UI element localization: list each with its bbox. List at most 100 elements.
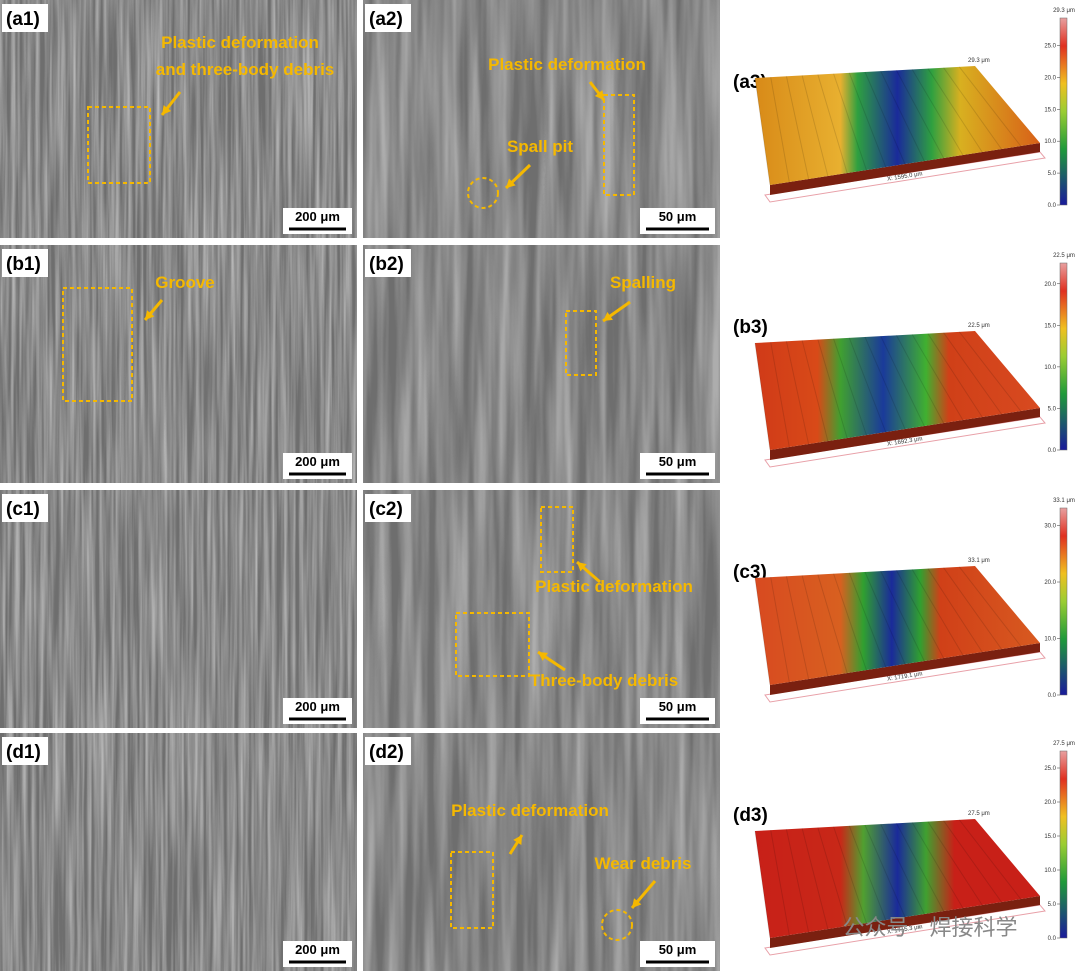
surface-streak xyxy=(801,828,829,930)
surface-streak xyxy=(754,342,771,451)
surface-streak xyxy=(927,821,983,906)
colorbar-tick-label: 15.0 xyxy=(1044,834,1056,840)
surface-streak xyxy=(848,572,887,668)
surface-streak xyxy=(927,568,983,653)
surface-front xyxy=(770,896,1040,948)
surface-front xyxy=(770,408,1040,460)
colorbar-tick-label: 10.0 xyxy=(1044,365,1056,371)
x-axis-label: X: 1692.3 μm xyxy=(887,436,923,448)
annotation-box xyxy=(603,94,635,196)
surface-streak xyxy=(943,820,1002,903)
surface-streak xyxy=(895,570,945,659)
sem-image: (c1) 200 μm xyxy=(0,490,357,728)
surface-streak xyxy=(801,575,829,677)
annotation: Plastic deformation xyxy=(451,801,609,820)
colorbar-max-label: 29.3 μm xyxy=(1053,8,1075,14)
colorbar-tick-label: 20.0 xyxy=(1044,282,1056,288)
annotation: Spall pit xyxy=(507,137,573,156)
colorbar-tick-label: 5.0 xyxy=(1048,406,1057,412)
surface-streak xyxy=(880,335,925,427)
surface-streak xyxy=(911,334,964,421)
sem-image: (d2) 50 μm Plastic deformation Wear debris xyxy=(363,733,720,971)
surface-streak xyxy=(770,77,790,183)
scale-bar-label: 200 μm xyxy=(295,699,340,714)
sem-image: (a2) 50 μm Plastic deformation Spall pit xyxy=(363,0,720,238)
surface-streak xyxy=(833,338,867,436)
label-box xyxy=(2,737,48,765)
label-box xyxy=(365,249,411,277)
label-box xyxy=(365,494,411,522)
surface-streak xyxy=(943,567,1002,650)
sem-texture xyxy=(0,0,357,238)
arrow-head xyxy=(577,562,587,572)
colorbar-tick-label: 25.0 xyxy=(1044,766,1056,772)
surface-streak xyxy=(864,71,906,165)
surface-streak xyxy=(833,573,867,671)
sem-texture xyxy=(363,0,720,238)
surface-streak xyxy=(927,333,983,418)
surface-streak xyxy=(817,339,848,439)
label-box xyxy=(365,737,411,765)
surface-streak xyxy=(911,569,964,656)
surface-streak xyxy=(785,829,810,933)
annotation: Plastic deformation xyxy=(161,33,319,52)
panel-label: (a2) xyxy=(369,9,403,30)
surface-streak xyxy=(943,332,1002,415)
colorbar-max-label: 33.1 μm xyxy=(1053,498,1075,504)
colorbar xyxy=(1059,507,1068,696)
surface-plot: (b3) 22.5 μm X: 1692.3 μm 22.5 μm 0.0 5.0 10.0… xyxy=(733,253,1075,468)
surface-streak xyxy=(864,336,906,430)
scale-bar-label: 50 μm xyxy=(659,699,697,714)
arrow-head xyxy=(603,312,613,321)
surface-streak xyxy=(833,826,867,924)
surface-streak xyxy=(958,66,1022,147)
peak-label: 29.3 μm xyxy=(968,58,990,64)
panel-label: (b1) xyxy=(6,254,41,275)
annotation-box xyxy=(87,106,151,184)
label-box xyxy=(365,4,411,32)
arrow-head xyxy=(162,105,172,115)
colorbar-tick-label: 5.0 xyxy=(1048,902,1057,908)
surface-streak xyxy=(864,824,906,918)
surface-streak xyxy=(911,69,964,156)
scale-bar-label: 50 μm xyxy=(659,454,697,469)
annotation-box xyxy=(455,612,530,677)
surface-streak xyxy=(801,340,829,442)
surface-streak xyxy=(770,342,790,448)
sem-texture xyxy=(0,245,357,483)
panel-label: (c1) xyxy=(6,499,40,520)
annotation-circle xyxy=(601,909,633,941)
scale-bar-label: 50 μm xyxy=(659,209,697,224)
surface-streak xyxy=(895,823,945,912)
annotation: Groove xyxy=(155,273,215,292)
panel-label: (b3) xyxy=(733,317,768,338)
panel-label: (c3) xyxy=(733,562,767,583)
colorbar xyxy=(1059,750,1068,939)
surface xyxy=(755,331,1040,450)
sem-image: (c2) 50 μm Plastic deformation Three-body d… xyxy=(363,490,720,728)
surface-streak xyxy=(864,571,906,665)
peak-label: 33.1 μm xyxy=(968,558,990,564)
label-box xyxy=(2,4,48,32)
colorbar-tick-label: 20.0 xyxy=(1044,800,1056,806)
colorbar-tick-label: 10.0 xyxy=(1044,868,1056,874)
scale-bar-label: 200 μm xyxy=(295,454,340,469)
colorbar-max-label: 27.5 μm xyxy=(1053,741,1075,747)
surface-streak xyxy=(895,70,945,159)
surface-streak xyxy=(817,574,848,674)
panel-label: (d3) xyxy=(733,805,768,826)
annotation: Three-body debris xyxy=(530,671,678,690)
surface-streak xyxy=(801,75,829,177)
panel-label: (c2) xyxy=(369,499,403,520)
peak-label: 27.5 μm xyxy=(968,811,990,817)
sem-texture xyxy=(0,490,357,728)
surface-streak xyxy=(880,70,925,162)
surface-streak xyxy=(911,822,964,909)
surface-streak xyxy=(785,576,810,680)
annotation: Plastic deformation xyxy=(535,577,693,596)
panel-label: (d1) xyxy=(6,742,41,763)
surface-streak xyxy=(880,570,925,662)
surface-streak xyxy=(754,577,771,686)
